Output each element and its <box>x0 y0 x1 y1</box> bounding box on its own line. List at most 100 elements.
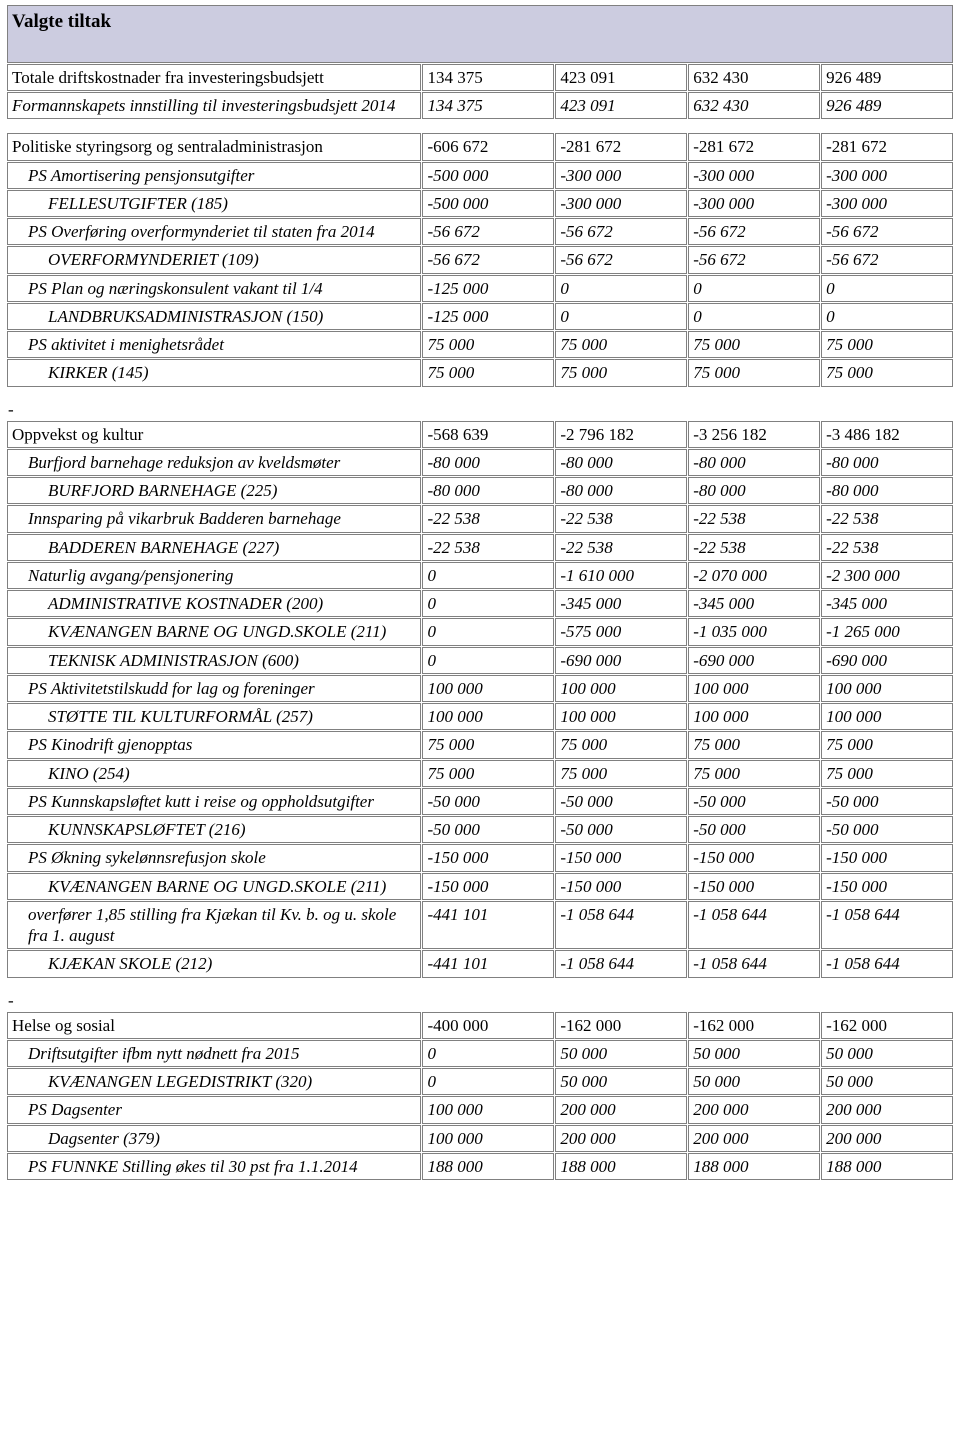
table-row: TEKNISK ADMINISTRASJON (600)0-690 000-69… <box>7 647 953 674</box>
row-value: 100 000 <box>422 703 554 730</box>
row-value: -3 256 182 <box>688 421 820 448</box>
row-label: PS Kinodrift gjenopptas <box>7 731 421 758</box>
row-value: 100 000 <box>821 703 953 730</box>
row-label: STØTTE TIL KULTURFORMÅL (257) <box>7 703 421 730</box>
row-value: -150 000 <box>821 844 953 871</box>
row-value: -345 000 <box>821 590 953 617</box>
row-label: PS Dagsenter <box>7 1096 421 1123</box>
separator: - <box>8 991 954 1011</box>
row-value: -56 672 <box>555 218 687 245</box>
row-value: 100 000 <box>422 1096 554 1123</box>
row-value: -50 000 <box>422 816 554 843</box>
table-row: OVERFORMYNDERIET (109)-56 672-56 672-56 … <box>7 246 953 273</box>
table-row: FELLESUTGIFTER (185)-500 000-300 000-300… <box>7 190 953 217</box>
table-row: PS Dagsenter100 000200 000200 000200 000 <box>7 1096 953 1123</box>
row-label: KINO (254) <box>7 760 421 787</box>
row-value: -56 672 <box>422 246 554 273</box>
row-value: -500 000 <box>422 162 554 189</box>
row-value: -50 000 <box>688 816 820 843</box>
row-value: -281 672 <box>821 133 953 160</box>
row-value: -22 538 <box>688 505 820 532</box>
table-row: Formannskapets innstilling til investeri… <box>7 92 953 119</box>
row-value: -162 000 <box>821 1012 953 1039</box>
row-label: Burfjord barnehage reduksjon av kveldsmø… <box>7 449 421 476</box>
row-value: -50 000 <box>555 816 687 843</box>
row-value: -500 000 <box>422 190 554 217</box>
row-label: Helse og sosial <box>7 1012 421 1039</box>
row-value: 50 000 <box>821 1040 953 1067</box>
table-row: overfører 1,85 stilling fra Kjækan til K… <box>7 901 953 950</box>
row-value: -150 000 <box>688 873 820 900</box>
row-value: -80 000 <box>555 477 687 504</box>
row-label: PS Plan og næringskonsulent vakant til 1… <box>7 275 421 302</box>
row-value: -400 000 <box>422 1012 554 1039</box>
row-value: 188 000 <box>688 1153 820 1180</box>
row-value: -1 058 644 <box>555 950 687 977</box>
table-row: KUNNSKAPSLØFTET (216)-50 000-50 000-50 0… <box>7 816 953 843</box>
row-value: 75 000 <box>555 731 687 758</box>
row-value: -50 000 <box>555 788 687 815</box>
row-label: overfører 1,85 stilling fra Kjækan til K… <box>7 901 421 950</box>
row-value: 75 000 <box>688 359 820 386</box>
row-value: -150 000 <box>422 873 554 900</box>
table-row: Helse og sosial-400 000-162 000-162 000-… <box>7 1012 953 1039</box>
row-value: 188 000 <box>422 1153 554 1180</box>
row-value: -80 000 <box>688 477 820 504</box>
row-label: Politiske styringsorg og sentraladminist… <box>7 133 421 160</box>
row-value: 100 000 <box>688 703 820 730</box>
table-row: Totale driftskostnader fra investeringsb… <box>7 64 953 91</box>
table-row: PS FUNNKE Stilling økes til 30 pst fra 1… <box>7 1153 953 1180</box>
table-row: Driftsutgifter ifbm nytt nødnett fra 201… <box>7 1040 953 1067</box>
row-value: 134 375 <box>422 92 554 119</box>
row-value: 75 000 <box>555 331 687 358</box>
row-value: 75 000 <box>422 359 554 386</box>
row-value: -80 000 <box>821 449 953 476</box>
row-value: 50 000 <box>555 1068 687 1095</box>
row-value: 75 000 <box>688 760 820 787</box>
row-value: 423 091 <box>555 92 687 119</box>
row-label: FELLESUTGIFTER (185) <box>7 190 421 217</box>
row-value: -568 639 <box>422 421 554 448</box>
row-value: -150 000 <box>821 873 953 900</box>
row-value: 75 000 <box>555 359 687 386</box>
row-value: -162 000 <box>555 1012 687 1039</box>
row-value: -56 672 <box>688 246 820 273</box>
table-row: PS Plan og næringskonsulent vakant til 1… <box>7 275 953 302</box>
row-label: PS FUNNKE Stilling økes til 30 pst fra 1… <box>7 1153 421 1180</box>
row-value: -1 610 000 <box>555 562 687 589</box>
row-value: -1 035 000 <box>688 618 820 645</box>
table-row: STØTTE TIL KULTURFORMÅL (257)100 000100 … <box>7 703 953 730</box>
row-value: 0 <box>422 1040 554 1067</box>
row-value: -690 000 <box>555 647 687 674</box>
row-value: 75 000 <box>821 760 953 787</box>
row-value: -22 538 <box>821 534 953 561</box>
row-value: 75 000 <box>688 331 820 358</box>
table-row: Politiske styringsorg og sentraladminist… <box>7 133 953 160</box>
row-value: -22 538 <box>555 505 687 532</box>
row-value: 0 <box>555 275 687 302</box>
row-value: -56 672 <box>422 218 554 245</box>
row-value: -150 000 <box>555 873 687 900</box>
row-value: -22 538 <box>821 505 953 532</box>
row-value: 926 489 <box>821 92 953 119</box>
row-label: Naturlig avgang/pensjonering <box>7 562 421 589</box>
row-value: 188 000 <box>821 1153 953 1180</box>
row-label: KIRKER (145) <box>7 359 421 386</box>
row-value: 926 489 <box>821 64 953 91</box>
row-value: -281 672 <box>688 133 820 160</box>
row-value: 200 000 <box>688 1125 820 1152</box>
row-value: 100 000 <box>688 675 820 702</box>
row-value: 0 <box>422 590 554 617</box>
row-value: -22 538 <box>555 534 687 561</box>
table-header-row: Valgte tiltak <box>7 5 953 63</box>
row-value: 423 091 <box>555 64 687 91</box>
row-value: 188 000 <box>555 1153 687 1180</box>
table-row: Oppvekst og kultur-568 639-2 796 182-3 2… <box>7 421 953 448</box>
row-value: 75 000 <box>821 731 953 758</box>
table-row: PS aktivitet i menighetsrådet75 00075 00… <box>7 331 953 358</box>
row-value: -50 000 <box>821 788 953 815</box>
row-value: 75 000 <box>821 359 953 386</box>
row-label: KJÆKAN SKOLE (212) <box>7 950 421 977</box>
row-value: 0 <box>688 303 820 330</box>
row-value: 200 000 <box>821 1096 953 1123</box>
